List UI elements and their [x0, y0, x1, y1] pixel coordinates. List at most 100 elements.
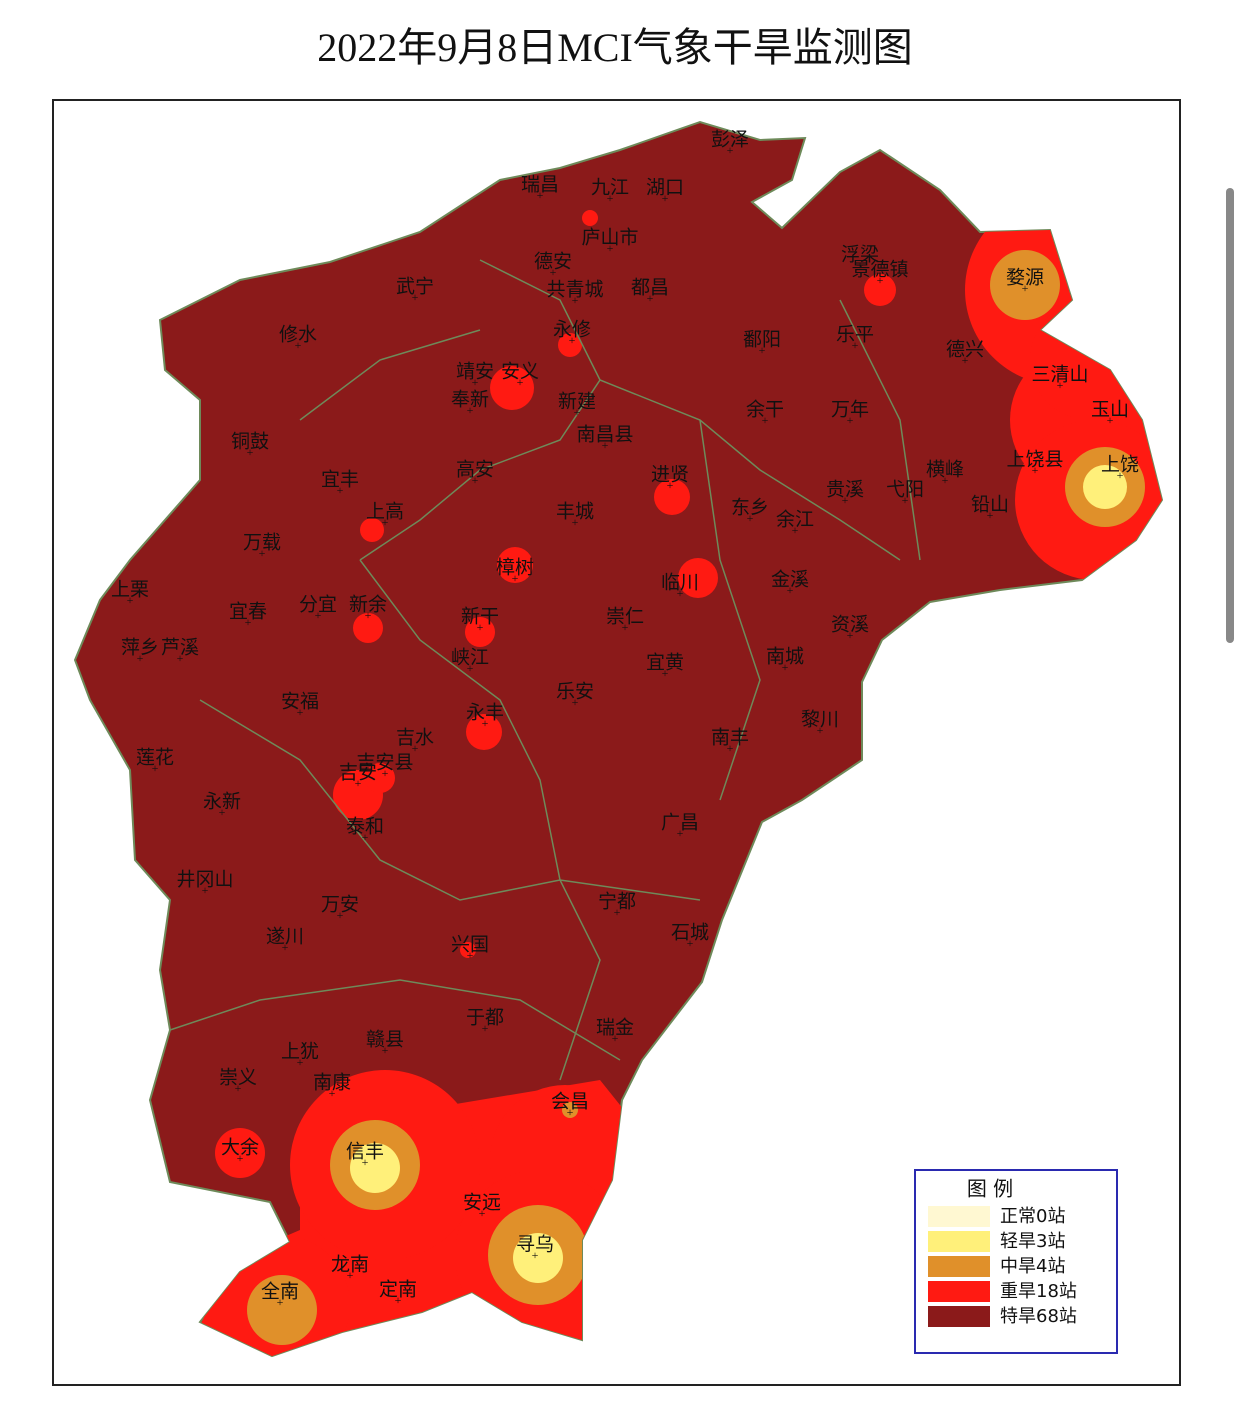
place-marker: +	[1032, 463, 1039, 477]
place-marker: +	[137, 651, 144, 665]
place-marker: +	[355, 776, 362, 790]
place-marker: +	[477, 620, 484, 634]
place-label: 定南	[379, 1279, 417, 1301]
place-label: 宜丰	[321, 469, 359, 491]
place-marker: +	[787, 583, 794, 597]
place-label: 万载	[243, 532, 281, 554]
place-label: 资溪	[831, 614, 869, 636]
place-label: 金溪	[771, 569, 809, 591]
place-label: 南康	[313, 1072, 351, 1094]
place-marker: +	[550, 265, 557, 279]
place-marker: +	[792, 523, 799, 537]
place-marker: +	[315, 608, 322, 622]
place-marker: +	[382, 1043, 389, 1057]
legend-label: 正常0站	[1000, 1206, 1065, 1227]
place-label: 余干	[746, 399, 784, 421]
zone-moderate	[247, 1275, 317, 1345]
place-label: 南昌县	[576, 424, 633, 446]
place-marker: +	[479, 1206, 486, 1220]
legend-swatch	[928, 1206, 990, 1227]
place-marker: +	[277, 1295, 284, 1309]
place-label: 石城	[671, 922, 709, 944]
place-marker: +	[857, 258, 864, 272]
place-label: 莲花	[136, 747, 174, 769]
place-marker: +	[987, 508, 994, 522]
place-label: 婺源	[1006, 267, 1044, 289]
place-label: 景德镇	[851, 259, 908, 281]
zone-severe	[497, 547, 533, 583]
zone-severe	[558, 333, 582, 357]
place-label: 浮梁	[841, 244, 879, 266]
place-label: 樟树	[496, 557, 534, 579]
place-marker: +	[847, 413, 854, 427]
place-marker: +	[259, 546, 266, 560]
place-marker: +	[517, 375, 524, 389]
place-marker: +	[467, 948, 474, 962]
place-marker: +	[782, 660, 789, 674]
place-marker: +	[235, 1081, 242, 1095]
place-marker: +	[647, 291, 654, 305]
place-marker: +	[962, 353, 969, 367]
place-label: 余江	[776, 509, 814, 531]
county-border	[359, 259, 601, 561]
place-marker: +	[362, 1155, 369, 1169]
place-marker: +	[847, 628, 854, 642]
county-border	[599, 379, 901, 561]
legend-label: 中旱4站	[1000, 1256, 1065, 1277]
place-marker: +	[472, 473, 479, 487]
place-label: 彭泽	[711, 129, 749, 151]
place-marker: +	[607, 241, 614, 255]
place-marker: +	[247, 445, 254, 459]
place-label: 万安	[321, 894, 359, 916]
place-marker: +	[482, 1021, 489, 1035]
zone-severe	[654, 479, 690, 515]
zone-severe	[465, 617, 495, 647]
place-label: 武宁	[396, 276, 434, 298]
place-marker: +	[602, 438, 609, 452]
zone-severe	[466, 714, 502, 750]
place-label: 广昌	[661, 812, 699, 834]
place-label: 崇义	[219, 1067, 257, 1089]
place-label: 赣县	[366, 1029, 404, 1051]
zone-severe	[864, 274, 896, 306]
place-label: 乐安	[556, 681, 594, 703]
place-marker: +	[1057, 378, 1064, 392]
county-border	[199, 699, 701, 901]
place-label: 于都	[466, 1007, 504, 1029]
place-label: 南城	[766, 646, 804, 668]
place-label: 上饶县	[1006, 449, 1063, 471]
place-marker: +	[747, 511, 754, 525]
place-label: 大余	[221, 1137, 259, 1159]
scrollbar[interactable]	[1226, 188, 1234, 643]
place-label: 寻乌	[516, 1234, 554, 1256]
place-marker: +	[237, 1151, 244, 1165]
place-label: 新余	[349, 594, 387, 616]
place-label: 宜春	[229, 601, 267, 623]
place-label: 三清山	[1031, 364, 1088, 386]
place-label: 新建	[558, 391, 596, 413]
place-marker: +	[472, 375, 479, 389]
place-label: 进贤	[651, 464, 689, 486]
place-marker: +	[942, 473, 949, 487]
legend-label: 重旱18站	[1000, 1281, 1077, 1302]
place-marker: +	[297, 705, 304, 719]
place-label: 庐山市	[581, 227, 638, 249]
place-label: 靖安	[456, 361, 494, 383]
legend-swatch	[928, 1231, 990, 1252]
place-label: 贵溪	[826, 479, 864, 501]
place-label: 高安	[456, 459, 494, 481]
place-marker: +	[152, 761, 159, 775]
place-marker: +	[572, 293, 579, 307]
legend-swatch	[928, 1256, 990, 1277]
zone-moderate	[990, 250, 1060, 320]
place-marker: +	[817, 723, 824, 737]
place-label: 永修	[553, 319, 591, 341]
place-marker: +	[202, 883, 209, 897]
place-marker: +	[282, 940, 289, 954]
place-label: 安义	[501, 361, 539, 383]
place-label: 宜黄	[646, 652, 684, 674]
place-label: 新干	[461, 606, 499, 628]
place-marker: +	[612, 1031, 619, 1045]
county-border	[839, 299, 921, 561]
